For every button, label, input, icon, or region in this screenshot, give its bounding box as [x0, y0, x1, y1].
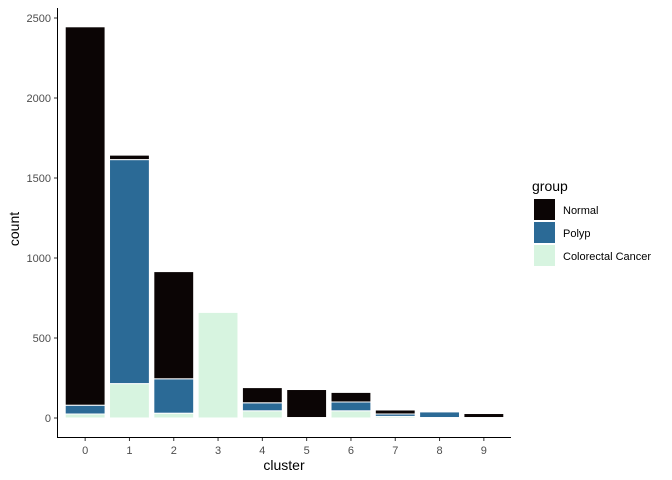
- legend-swatch-colorectal-cancer: [534, 245, 555, 266]
- x-tick-label: 1: [126, 445, 132, 457]
- bar-cluster-2-normal: [153, 271, 195, 380]
- y-tick-label: 500: [33, 333, 51, 345]
- y-tick-label: 2500: [27, 13, 51, 25]
- y-tick-label: 1000: [27, 253, 51, 265]
- x-axis-title: cluster: [263, 457, 305, 473]
- y-tick-label: 2000: [27, 93, 51, 105]
- y-axis-ticks: 0 500 1000 1500 2000 2500: [27, 13, 57, 425]
- x-tick-label: 2: [171, 445, 177, 457]
- bar-cluster-0-normal: [64, 26, 106, 406]
- x-tick-label: 4: [259, 445, 265, 457]
- x-tick-label: 7: [392, 445, 398, 457]
- legend-swatch-polyp: [534, 222, 555, 243]
- x-axis-ticks: 0 1 2 3 4 5 6 7 8 9: [82, 438, 487, 457]
- bar-cluster-8-polyp: [419, 411, 460, 419]
- bar-cluster-5-normal: [286, 389, 328, 419]
- bar-cluster-4-colorectal-cancer: [241, 410, 283, 419]
- bar-cluster-6-polyp: [330, 401, 372, 412]
- bar-cluster-1-polyp: [109, 159, 150, 385]
- bars-layer: [64, 26, 505, 419]
- bar-cluster-4-polyp: [241, 402, 283, 412]
- bar-cluster-6-normal: [330, 391, 372, 403]
- bar-cluster-2-polyp: [153, 378, 195, 414]
- x-tick-label: 8: [436, 445, 442, 457]
- bar-cluster-3-colorectal-cancer: [197, 311, 239, 419]
- x-tick-label: 9: [481, 445, 487, 457]
- bar-cluster-4-normal: [241, 387, 283, 404]
- legend: group Normal Polyp Colorectal Cancer: [532, 178, 651, 266]
- x-tick-label: 5: [304, 445, 310, 457]
- legend-label: Colorectal Cancer: [563, 251, 651, 263]
- bar-cluster-6-colorectal-cancer: [330, 410, 372, 419]
- legend-label: Polyp: [563, 228, 591, 240]
- x-tick-label: 3: [215, 445, 221, 457]
- bar-cluster-1-normal: [109, 154, 150, 161]
- y-tick-label: 0: [45, 413, 51, 425]
- y-axis-title: count: [6, 212, 22, 246]
- bar-cluster-7-normal: [374, 409, 416, 415]
- legend-swatch-normal: [534, 199, 555, 220]
- bar-cluster-2-colorectal-cancer: [153, 412, 195, 419]
- legend-label: Normal: [563, 205, 598, 217]
- bar-cluster-9-normal: [463, 413, 505, 419]
- bar-cluster-0-colorectal-cancer: [64, 413, 106, 419]
- y-tick-label: 1500: [27, 173, 51, 185]
- bar-cluster-1-colorectal-cancer: [109, 383, 150, 419]
- bar-cluster-0-polyp: [64, 404, 106, 415]
- legend-title: group: [532, 178, 568, 194]
- x-tick-label: 0: [82, 445, 88, 457]
- x-tick-label: 6: [348, 445, 354, 457]
